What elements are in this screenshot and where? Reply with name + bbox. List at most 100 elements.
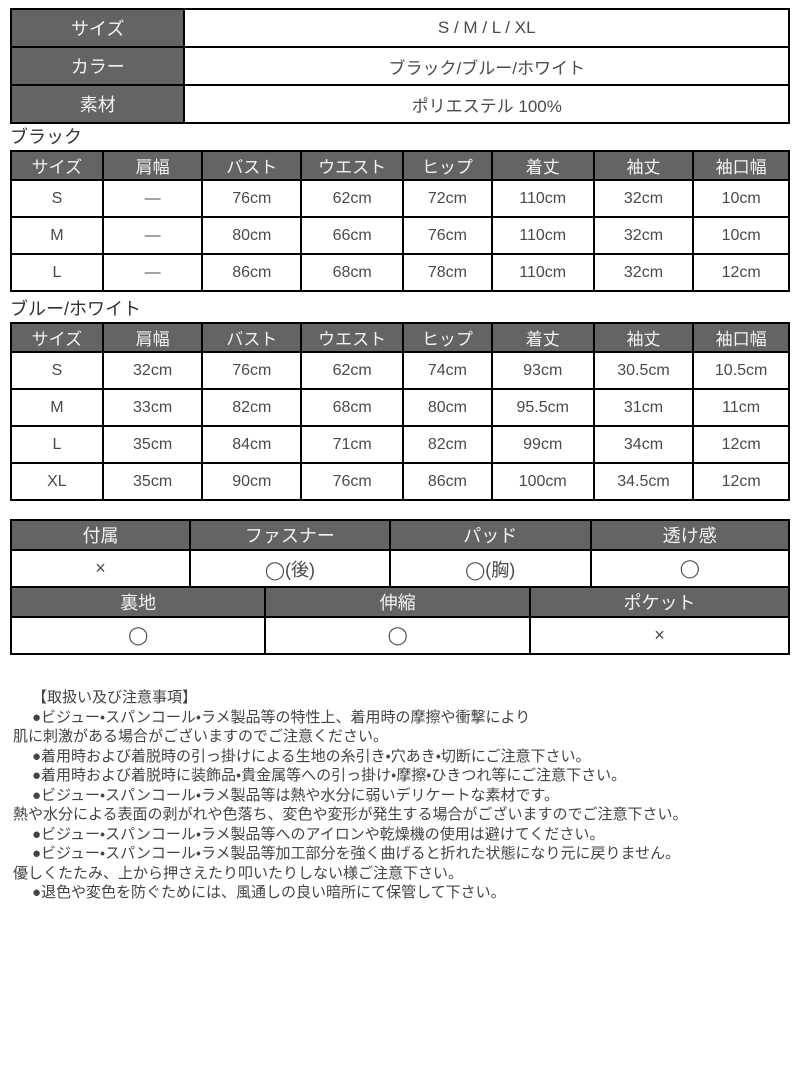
care-note-line: ●ビジュー・スパンコール・ラメ製品等の特性上、着用時の摩擦や衝撃により (32, 708, 531, 726)
column-header: 肩幅 (101, 150, 204, 181)
product-spec-table: サイズ S / M / L / XL カラー ブラック/ブルー/ホワイト 素材 ポリエステ… (9, 8, 790, 124)
table-cell: 82cm (402, 425, 493, 464)
features-table-row2: 裏地 伸縮 ポケット ◯ ◯ × (9, 586, 791, 655)
table-row: M —80cm 66cm 76cm 110cm 32cm 10cm (10, 216, 790, 255)
column-header: ポケット (528, 586, 791, 618)
table-cell: ◯ (9, 616, 267, 655)
table-cell: 12cm (692, 462, 790, 501)
section-label-black: ブラック (10, 127, 82, 147)
table-cell: 12cm (692, 253, 790, 292)
table-cell: — (101, 253, 204, 292)
table-row: S —76cm 62cm 72cm 110cm 32cm 10cm (10, 179, 790, 218)
column-header: ヒップ (402, 150, 493, 181)
table-cell: 35cm (101, 425, 204, 464)
table-row: サイズ S / M / L / XL (9, 8, 790, 48)
table-cell: 62cm (300, 351, 405, 390)
column-header: 肩幅 (101, 322, 204, 353)
table-row: L —86cm 68cm 78cm 110cm 32cm 12cm (10, 253, 790, 292)
table-cell: S / M / L / XL (183, 8, 790, 48)
table-cell: 110cm (490, 253, 595, 292)
size-table-black: サイズ 肩幅 バスト ウエスト ヒップ 着丈 袖丈 袖口幅 S —76cm 62cm 72cm 110c… (10, 150, 790, 292)
table-row: L 35cm 84cm 71cm 82cm 99cm 34cm 12cm (10, 425, 790, 464)
table-row: ◯ ◯ × (9, 616, 791, 655)
table-cell: 32cm (592, 179, 695, 218)
table-row: S 32cm 76cm 62cm 74cm 93cm 30.5cm 10.5cm (10, 351, 790, 390)
table-cell: ◯(胸) (388, 549, 592, 588)
column-header: サイズ (10, 322, 104, 353)
table-cell: 33cm (101, 388, 204, 427)
care-instructions-lines: ●ビジュー・スパンコール・ラメ製品等の特性上、着用時の摩擦や衝撃により肌に刺激が… (10, 708, 790, 903)
table-cell: 32cm (592, 253, 695, 292)
table-cell: 34cm (592, 425, 695, 464)
column-header: 袖丈 (592, 150, 695, 181)
table-cell: S (10, 351, 104, 390)
column-header: バスト (201, 322, 303, 353)
table-cell: 35cm (101, 462, 204, 501)
table-cell: L (10, 253, 104, 292)
table-cell: XL (10, 462, 104, 501)
table-cell: 32cm (101, 351, 204, 390)
table-row: XL 35cm 90cm 76cm 86cm 100cm 34.5cm 12cm (10, 462, 790, 501)
table-cell: 110cm (490, 216, 595, 255)
column-header: ウエスト (300, 150, 405, 181)
table-cell: 72cm (402, 179, 493, 218)
table-cell: 10.5cm (692, 351, 790, 390)
table-cell: 86cm (201, 253, 303, 292)
table-cell: ◯ (264, 616, 531, 655)
care-note-line: 優しくたたみ、上から押さえたり叩いたりしない様ご注意下さい。 (13, 864, 464, 882)
column-header: バスト (201, 150, 303, 181)
care-note-line: ●退色や変色を防ぐためには、風通しの良い暗所にて保管して下さい。 (32, 884, 506, 901)
table-cell: — (101, 179, 204, 218)
table-cell: L (10, 425, 104, 464)
table-row: M 33cm 82cm 68cm 80cm 95.5cm 31cm 11cm (10, 388, 790, 427)
table-cell: × (528, 616, 791, 655)
table-cell: 100cm (490, 462, 595, 501)
table-cell: ◯(後) (188, 549, 391, 588)
table-cell: 10cm (692, 216, 790, 255)
table-cell: 74cm (402, 351, 493, 390)
product-spec-page: サイズ S / M / L / XL カラー ブラック/ブルー/ホワイト 素材 ポリエステ… (9, 8, 791, 903)
table-cell: 62cm (300, 179, 405, 218)
table-cell: M (10, 216, 104, 255)
table-cell: 68cm (300, 253, 405, 292)
column-header: パッド (388, 519, 592, 551)
table-cell: M (10, 388, 104, 427)
care-note-line: ●着用時および着脱時に装飾品・貴金属等への引っ掛け・摩擦・ひきつれ等にご注意下さ… (32, 767, 627, 784)
column-header: 着丈 (490, 150, 595, 181)
row-header: サイズ (9, 8, 186, 48)
table-cell: 78cm (402, 253, 493, 292)
table-cell: 30.5cm (592, 351, 695, 390)
table-cell: 76cm (300, 462, 405, 501)
care-note-line: ●ビジュー・スパンコール・ラメ製品等は熱や水分に弱いデリケートな素材です。 (32, 786, 560, 804)
table-cell: 99cm (490, 425, 595, 464)
column-header: 透け感 (589, 519, 791, 551)
table-cell: 12cm (692, 425, 790, 464)
features-table-row1: 付属 ファスナー パッド 透け感 × ◯(後) ◯(胸) ◯ (10, 519, 791, 588)
table-cell: 68cm (300, 388, 405, 427)
column-header: 袖丈 (592, 322, 695, 353)
table-cell: ◯ (589, 549, 791, 588)
table-cell: 86cm (402, 462, 493, 501)
table-cell: 76cm (201, 351, 303, 390)
table-cell: 76cm (201, 179, 303, 218)
table-cell: 95.5cm (490, 388, 595, 427)
care-note-line: 肌に刺激がある場合がございますのでご注意ください。 (13, 728, 389, 745)
table-cell: 90cm (201, 462, 303, 501)
column-header: 裏地 (9, 586, 267, 618)
table-row: カラー ブラック/ブルー/ホワイト (9, 46, 790, 86)
table-row: × ◯(後) ◯(胸) ◯ (10, 549, 791, 588)
care-instructions: 【取扱い及び注意事項】 ●ビジュー・スパンコール・ラメ製品等の特性上、着用時の摩… (10, 688, 790, 903)
care-note-line: 熱や水分による表面の剥がれや色落ち、変色や変形が発生する場合がございますのでご注… (13, 806, 688, 823)
section-label-blue-white: ブルー/ホワイト (10, 299, 142, 319)
table-cell: 31cm (592, 388, 695, 427)
care-note-line: ●ビジュー・スパンコール・ラメ製品等加工部分を強く曲げると折れた状態になり元に戻… (32, 845, 681, 862)
table-cell: 80cm (402, 388, 493, 427)
table-cell: 84cm (201, 425, 303, 464)
table-cell: 110cm (490, 179, 595, 218)
table-cell: 93cm (490, 351, 595, 390)
column-header: ヒップ (402, 322, 493, 353)
column-header: 着丈 (490, 322, 595, 353)
table-cell: 82cm (201, 388, 303, 427)
table-cell: S (10, 179, 104, 218)
column-header: 袖口幅 (692, 150, 790, 181)
